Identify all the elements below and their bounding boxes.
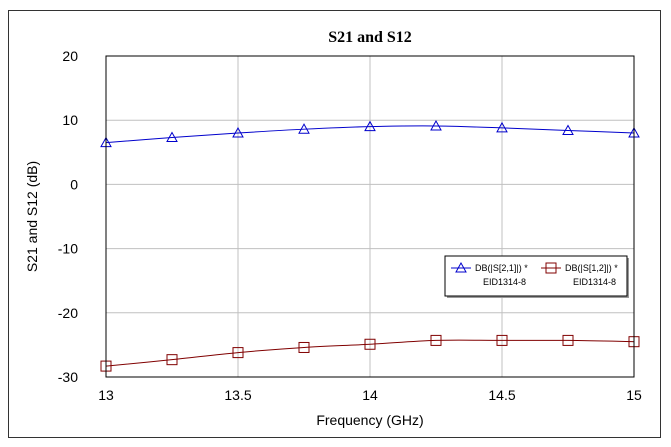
series-2-point bbox=[562, 334, 574, 346]
series-1-point bbox=[166, 131, 178, 143]
y-tick-label: -10 bbox=[58, 241, 78, 257]
series-1-point bbox=[364, 120, 376, 132]
x-tick-label: 13 bbox=[98, 387, 114, 403]
series-2-point bbox=[496, 334, 508, 346]
series-1-point bbox=[496, 121, 508, 133]
plot-area-border bbox=[105, 55, 635, 378]
y-tick-label: -20 bbox=[58, 305, 78, 321]
series-1-point bbox=[562, 124, 574, 135]
chart-frame: 13 13.5 14 14.5 15 -30 -20 -10 0 10 20 DB(|S[2,1]|… bbox=[8, 10, 661, 438]
y-axis-title: S21 and S12 (dB) bbox=[24, 161, 40, 272]
series-2-point bbox=[364, 338, 376, 350]
x-tick-label: 15 bbox=[626, 387, 642, 403]
legend-box bbox=[444, 255, 628, 297]
chart-svg: 13 13.5 14 14.5 15 -30 -20 -10 0 10 20 DB(|S[2,1]|… bbox=[24, 29, 642, 428]
y-tick-label: 10 bbox=[62, 112, 78, 128]
y-tick-label: 0 bbox=[70, 176, 78, 192]
series-2-point bbox=[298, 341, 310, 353]
series-1-line bbox=[105, 125, 635, 144]
legend-label-2: EID1314-8 bbox=[573, 277, 616, 287]
series-2-point bbox=[166, 354, 178, 366]
series-2-point bbox=[430, 334, 442, 346]
legend-marker-2 bbox=[545, 262, 557, 274]
legend-label-1: EID1314-8 bbox=[483, 277, 526, 287]
x-tick-label: 13.5 bbox=[224, 387, 251, 403]
x-axis-title: Frequency (GHz) bbox=[316, 412, 423, 428]
series-1-point bbox=[232, 127, 244, 138]
x-tick-label: 14 bbox=[362, 387, 378, 403]
x-tick-label: 14.5 bbox=[488, 387, 515, 403]
y-tick-label: -30 bbox=[58, 369, 78, 385]
chart-title: S21 and S12 bbox=[328, 29, 412, 46]
series-1-point bbox=[298, 123, 310, 134]
y-tick-label: 20 bbox=[62, 48, 78, 64]
legend-marker-1 bbox=[455, 261, 467, 273]
series-1-point bbox=[430, 119, 442, 131]
series-2-point bbox=[232, 347, 244, 359]
legend-name-1: DB(|S[2,1]|) * bbox=[475, 263, 528, 273]
series-2-line bbox=[105, 339, 635, 367]
legend-name-2: DB(|S[1,2]|) * bbox=[565, 263, 618, 273]
